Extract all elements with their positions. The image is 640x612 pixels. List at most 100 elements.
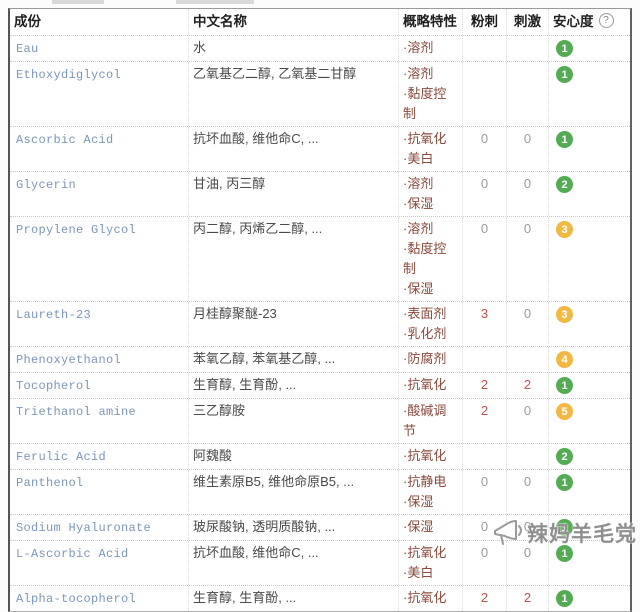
- acne-value: 0: [462, 515, 506, 540]
- trait-item: ·黏度控制: [403, 86, 447, 121]
- trait-item: ·抗静电: [403, 474, 447, 489]
- safety-badge: 2: [556, 176, 573, 193]
- trait-item: ·溶剂: [403, 176, 434, 191]
- ingredient-cell: Ethoxydiglycol: [10, 62, 188, 126]
- header-safety-label: 安心度: [553, 14, 594, 29]
- safety-badge: 1: [556, 474, 573, 491]
- table-row: Propylene Glycol 丙二醇, 丙烯乙二醇, ... ·溶剂 ·黏度控…: [10, 217, 630, 302]
- ingredient-link[interactable]: Eau: [16, 42, 39, 56]
- table-row: Glycerin 甘油, 丙三醇 ·溶剂 ·保湿 0 0 2: [10, 172, 630, 217]
- chinese-name-cell: 阿魏酸: [188, 444, 398, 469]
- safety-badge: 4: [556, 351, 573, 368]
- help-icon[interactable]: ?: [598, 13, 614, 28]
- trait-item: ·保湿: [403, 494, 434, 509]
- table-row: Ethoxydiglycol 乙氧基乙二醇, 乙氧基二甘醇 ·溶剂 ·黏度控制 1: [10, 62, 630, 127]
- safety-cell: 4: [548, 347, 630, 372]
- trait-item: ·溶剂: [403, 66, 434, 81]
- table-row: Phenoxyethanol 苯氧乙醇, 苯氧基乙醇, ... ·防腐剂 4: [10, 347, 630, 373]
- safety-badge: 1: [556, 40, 573, 57]
- trait-item: ·表面剂: [403, 306, 447, 321]
- trait-item: ·防腐剂: [403, 351, 447, 366]
- ingredient-link[interactable]: Laureth-23: [16, 308, 92, 322]
- header-irritation: 刺激: [506, 9, 548, 35]
- safety-cell: 1: [548, 62, 630, 126]
- ingredient-link[interactable]: Ascorbic Acid: [16, 133, 114, 147]
- table-row: Ferulic Acid 阿魏酸 ·抗氧化 2: [10, 444, 630, 470]
- trait-item: ·酸碱调节: [403, 403, 447, 438]
- irritation-value: [506, 347, 548, 372]
- megaphone-icon: [494, 520, 522, 545]
- acne-value: 0: [462, 217, 506, 301]
- traits-cell: ·防腐剂: [398, 347, 462, 372]
- screenshot-crop-artifact: [52, 0, 104, 4]
- table-row: Eau 水 ·溶剂 1: [10, 36, 630, 62]
- chinese-name-cell: 生育醇, 生育酚, ...: [188, 586, 398, 611]
- trait-item: ·美白: [403, 565, 434, 580]
- ingredient-cell: Phenoxyethanol: [10, 347, 188, 372]
- ingredient-link[interactable]: Panthenol: [16, 476, 84, 490]
- chinese-name-cell: 月桂醇聚醚-23: [188, 302, 398, 346]
- safety-cell: 1: [548, 36, 630, 61]
- ingredient-cell: Triethanol amine: [10, 399, 188, 443]
- ingredient-link[interactable]: Alpha-tocopherol: [16, 592, 137, 606]
- safety-cell: 2: [548, 172, 630, 216]
- header-ingredient: 成份: [14, 14, 41, 29]
- irritation-value: [506, 36, 548, 61]
- safety-cell: 5: [548, 399, 630, 443]
- ingredient-link[interactable]: Propylene Glycol: [16, 223, 137, 237]
- irritation-value: 0: [506, 172, 548, 216]
- acne-value: 0: [462, 127, 506, 171]
- traits-cell: ·保湿: [398, 515, 462, 540]
- ingredient-cell: Laureth-23: [10, 302, 188, 346]
- ingredient-link[interactable]: Sodium Hyaluronate: [16, 521, 152, 535]
- irritation-value: 0: [506, 302, 548, 346]
- ingredient-link[interactable]: Glycerin: [16, 178, 77, 192]
- irritation-value: 0: [506, 470, 548, 514]
- trait-item: ·保湿: [403, 196, 434, 211]
- acne-value: [462, 36, 506, 61]
- ingredient-cell: Panthenol: [10, 470, 188, 514]
- chinese-name-cell: 甘油, 丙三醇: [188, 172, 398, 216]
- irritation-value: 0: [506, 217, 548, 301]
- ingredient-link[interactable]: L-Ascorbic Acid: [16, 547, 129, 561]
- traits-cell: ·抗静电 ·保湿: [398, 470, 462, 514]
- traits-cell: ·溶剂 ·黏度控制 ·保湿: [398, 217, 462, 301]
- safety-cell: 1: [548, 373, 630, 398]
- watermark-text: 辣妈羊毛党: [527, 523, 637, 546]
- traits-cell: ·抗氧化 ·美白: [398, 127, 462, 171]
- trait-item: ·抗氧化: [403, 131, 447, 146]
- safety-badge: 1: [556, 590, 573, 607]
- chinese-name-cell: 水: [188, 36, 398, 61]
- ingredient-link[interactable]: Ethoxydiglycol: [16, 68, 122, 82]
- ingredient-link[interactable]: Phenoxyethanol: [16, 353, 122, 367]
- header-chinese-name: 中文名称: [188, 9, 398, 35]
- ingredient-link[interactable]: Ferulic Acid: [16, 450, 107, 464]
- trait-item: ·保湿: [403, 281, 434, 296]
- ingredient-cell: Glycerin: [10, 172, 188, 216]
- irritation-value: 0: [506, 127, 548, 171]
- table-row: Sodium Hyaluronate 玻尿酸钠, 透明质酸钠, ... ·保湿 …: [10, 515, 630, 541]
- safety-badge: 3: [556, 306, 573, 323]
- table-row: Alpha-tocopherol 生育醇, 生育酚, ... ·抗氧化 2 2 …: [10, 586, 630, 611]
- trait-item: ·乳化剂: [403, 326, 447, 341]
- trait-item: ·保湿: [403, 519, 434, 534]
- safety-cell: 2: [548, 444, 630, 469]
- irritation-value: [506, 444, 548, 469]
- acne-value: 2: [462, 399, 506, 443]
- ingredient-link[interactable]: Tocopherol: [16, 379, 92, 393]
- safety-badge: 5: [556, 403, 573, 420]
- traits-cell: ·表面剂 ·乳化剂: [398, 302, 462, 346]
- ingredient-link[interactable]: Triethanol amine: [16, 405, 137, 419]
- safety-badge: 2: [556, 448, 573, 465]
- safety-cell: 3: [548, 302, 630, 346]
- chinese-name-cell: 抗坏血酸, 维他命C, ...: [188, 127, 398, 171]
- safety-cell: 1: [548, 515, 630, 540]
- traits-cell: ·溶剂: [398, 36, 462, 61]
- table-row: Laureth-23 月桂醇聚醚-23 ·表面剂 ·乳化剂 3 0 3: [10, 302, 630, 347]
- acne-value: 2: [462, 586, 506, 611]
- screenshot-crop-artifact: [176, 0, 254, 4]
- watermark: 辣妈羊毛党: [491, 518, 637, 548]
- trait-item: ·抗氧化: [403, 590, 447, 605]
- traits-cell: ·抗氧化: [398, 373, 462, 398]
- irritation-value: 2: [506, 373, 548, 398]
